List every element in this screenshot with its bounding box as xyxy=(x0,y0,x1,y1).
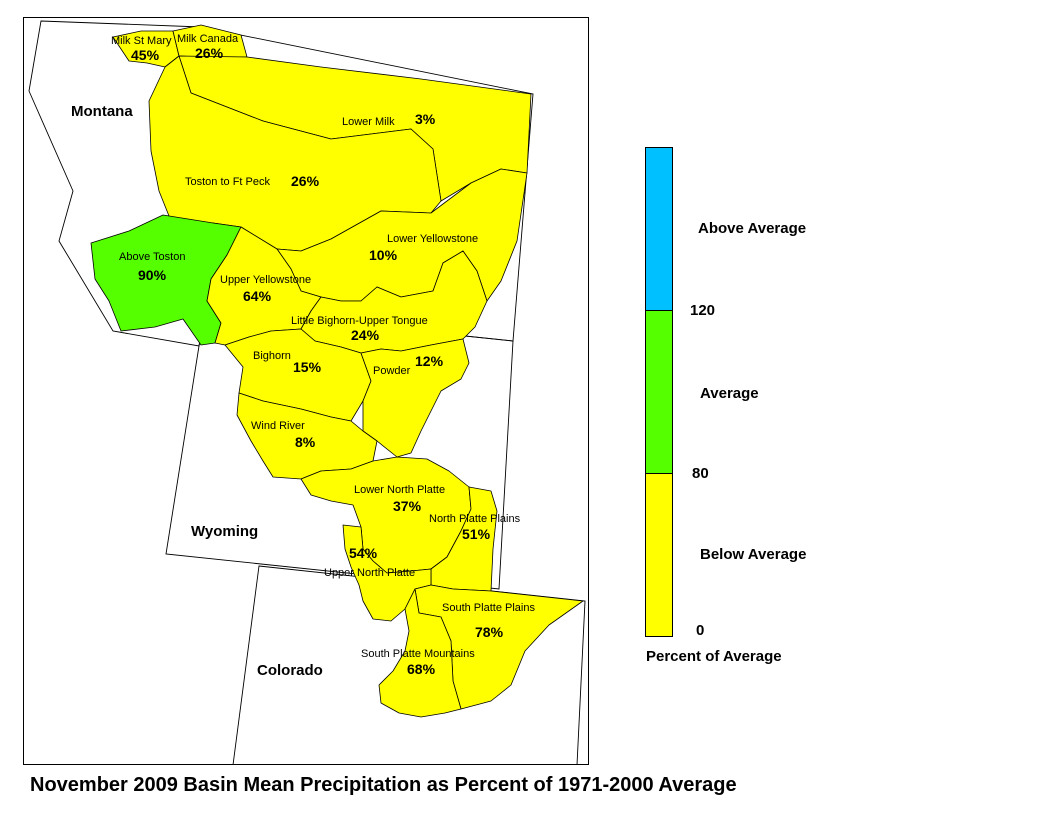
basin-percent: 15% xyxy=(293,359,322,375)
basin-name: Upper North Platte xyxy=(324,567,415,579)
basin-name: Upper Yellowstone xyxy=(220,274,311,286)
basin-name: South Platte Mountains xyxy=(361,648,475,660)
basin-name: Bighorn xyxy=(253,350,291,362)
basin-percent: 51% xyxy=(462,526,491,542)
legend-label-above: Above Average xyxy=(698,220,807,237)
legend-tick-80: 80 xyxy=(692,465,709,482)
basin-name: Lower Yellowstone xyxy=(387,233,478,245)
basin-percent: 90% xyxy=(138,267,167,283)
basin-name: Milk St Mary xyxy=(111,35,172,47)
basin-name: Lower Milk xyxy=(342,116,395,128)
basin-percent: 78% xyxy=(475,624,504,640)
basin-percent: 10% xyxy=(369,247,398,263)
basin-name: Wind River xyxy=(251,420,305,432)
legend-label-below: Below Average xyxy=(700,546,807,563)
basin-percent: 64% xyxy=(243,288,272,304)
basin-map: Montana Wyoming Colorado Milk St Mary 45… xyxy=(28,20,586,764)
basin-percent: 45% xyxy=(131,47,160,63)
state-label-colorado: Colorado xyxy=(257,662,323,679)
legend-tick-120: 120 xyxy=(690,302,716,319)
basin-percent: 24% xyxy=(351,327,380,343)
basin-name: Little Bighorn-Upper Tongue xyxy=(291,315,428,327)
basin-percent: 26% xyxy=(195,45,224,61)
legend-swatch-below xyxy=(645,473,673,637)
state-label-wyoming: Wyoming xyxy=(191,523,258,540)
basin-name: Milk Canada xyxy=(177,33,239,45)
basin-percent: 26% xyxy=(291,173,320,189)
basin-south-platte-mountains[interactable] xyxy=(378,588,462,718)
legend-tick-0: 0 xyxy=(696,622,705,639)
legend-caption: Percent of Average xyxy=(646,648,782,665)
basin-percent: 12% xyxy=(415,353,444,369)
basin-name: Lower North Platte xyxy=(354,484,445,496)
legend-swatch-above xyxy=(645,147,673,311)
map-title: November 2009 Basin Mean Precipitation a… xyxy=(30,774,737,796)
state-label-montana: Montana xyxy=(71,103,133,120)
legend-swatch-average xyxy=(645,310,673,474)
basin-name: North Platte Plains xyxy=(429,513,521,525)
basin-name: South Platte Plains xyxy=(442,602,535,614)
basin-name: Powder xyxy=(373,365,411,377)
legend-label-average: Average xyxy=(700,385,759,402)
basin-name: Above Toston xyxy=(119,251,185,263)
basin-percent: 3% xyxy=(415,111,436,127)
basin-percent: 54% xyxy=(349,545,378,561)
legend: Above Average Average Below Average 120 … xyxy=(640,140,940,680)
basin-name: Toston to Ft Peck xyxy=(185,176,270,188)
basin-percent: 68% xyxy=(407,661,436,677)
map-frame: Montana Wyoming Colorado Milk St Mary 45… xyxy=(23,17,589,765)
basin-percent: 37% xyxy=(393,498,422,514)
basin-powder[interactable] xyxy=(360,338,470,458)
basin-percent: 8% xyxy=(295,434,316,450)
